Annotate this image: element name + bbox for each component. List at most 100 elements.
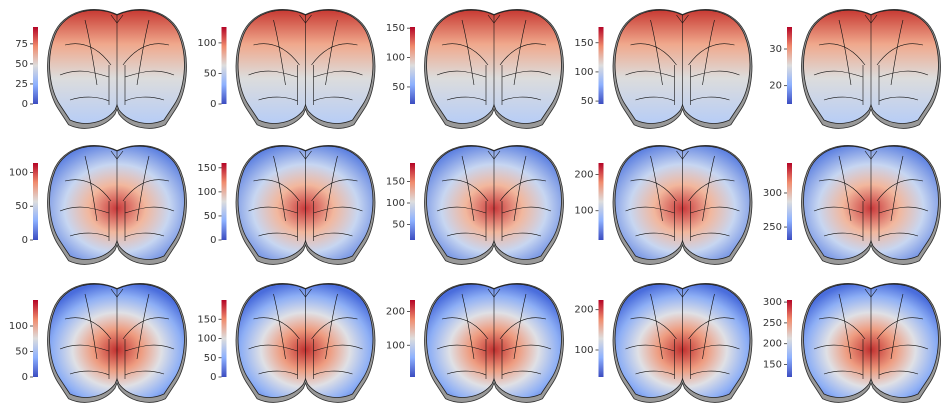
region-border	[823, 232, 864, 238]
region-border	[702, 19, 715, 86]
colorbar-tick-label: 150	[197, 163, 216, 174]
brain-map	[424, 9, 564, 129]
region-border	[878, 206, 929, 214]
region-border	[436, 344, 487, 352]
region-border	[313, 70, 363, 78]
colorbar	[33, 163, 38, 240]
panel: 100 200	[574, 283, 753, 403]
region-border	[436, 206, 487, 214]
region-border	[124, 70, 175, 78]
region-border	[878, 70, 929, 78]
region-border	[690, 96, 730, 102]
region-border	[258, 96, 298, 102]
region-border	[136, 19, 150, 86]
colorbar-tick-label: 100	[386, 340, 405, 351]
brain-map	[801, 145, 941, 265]
region-border	[258, 232, 298, 238]
colorbar	[598, 27, 604, 104]
brain-map	[801, 9, 941, 129]
panel: 0 50 100	[9, 283, 187, 403]
colorbar-tick-label: 200	[763, 339, 782, 350]
region-border	[273, 293, 286, 360]
brain-map	[612, 145, 753, 265]
region-border	[818, 179, 866, 202]
region-border	[124, 232, 165, 238]
region-border	[487, 150, 501, 160]
region-border	[84, 19, 98, 86]
region-border	[876, 43, 924, 66]
region-border	[630, 179, 677, 202]
colorbar-tick-label: 25	[15, 79, 28, 90]
region-border	[313, 344, 363, 352]
colorbar	[410, 27, 415, 104]
colorbar-tick-label: 0	[22, 99, 28, 110]
region-border	[258, 370, 298, 376]
colorbar	[787, 27, 792, 104]
region-border	[813, 70, 864, 78]
brain-map	[47, 9, 187, 129]
region-border	[688, 317, 735, 340]
region-border	[69, 96, 110, 102]
region-border	[838, 155, 852, 222]
region-border	[461, 19, 475, 86]
brain-map	[47, 283, 187, 403]
region-border	[650, 19, 663, 86]
region-border	[501, 96, 542, 102]
region-border	[625, 344, 675, 352]
region-border	[436, 70, 487, 78]
colorbar-tick-label: 100	[574, 206, 593, 217]
panel: 150 200 250 300	[763, 283, 941, 403]
colorbar-tick-label: 50	[581, 96, 594, 107]
region-border	[501, 344, 552, 352]
colorbar-tick-label: 50	[15, 347, 28, 358]
brain-map	[47, 145, 187, 265]
colorbar-tick-label: 100	[9, 321, 28, 332]
region-border	[878, 96, 919, 102]
colorbar-tick-label: 200	[574, 170, 593, 181]
region-border	[818, 317, 866, 340]
colorbar-tick-label: 150	[197, 314, 216, 325]
colorbar-tick-label: 100	[386, 198, 405, 209]
region-border	[325, 293, 338, 360]
colorbar-tick-label: 100	[197, 38, 216, 49]
region-border	[890, 155, 904, 222]
region-border	[124, 206, 175, 214]
region-border	[110, 150, 124, 160]
colorbar-tick-label: 50	[15, 59, 28, 70]
colorbar-tick-label: 50	[392, 82, 405, 93]
colorbar	[221, 27, 227, 104]
region-border	[890, 293, 904, 360]
colorbar	[33, 300, 38, 377]
region-border	[446, 232, 487, 238]
region-border	[823, 370, 864, 376]
panel: 0 50 100 150	[197, 283, 376, 403]
colorbar	[410, 300, 415, 377]
colorbar-tick-label: 150	[763, 360, 782, 371]
panel: 250 300	[763, 145, 941, 265]
region-border	[110, 288, 124, 298]
region-border	[690, 70, 740, 78]
region-border	[69, 232, 110, 238]
region-border	[441, 317, 489, 340]
region-border	[501, 232, 542, 238]
region-border	[688, 43, 735, 66]
region-border	[253, 179, 300, 202]
colorbar-tick-label: 200	[386, 306, 405, 317]
region-border	[313, 370, 353, 376]
region-border	[461, 293, 475, 360]
region-border	[690, 232, 730, 238]
region-border	[487, 288, 501, 298]
region-border	[625, 206, 675, 214]
brain-map	[235, 9, 376, 129]
region-border	[446, 96, 487, 102]
colorbar	[33, 27, 38, 104]
region-border	[625, 70, 675, 78]
region-border	[838, 19, 852, 86]
region-border	[676, 14, 689, 24]
region-border	[878, 232, 919, 238]
region-border	[688, 179, 735, 202]
colorbar-tick-label: 150	[386, 23, 405, 34]
region-border	[136, 155, 150, 222]
region-border	[635, 232, 675, 238]
